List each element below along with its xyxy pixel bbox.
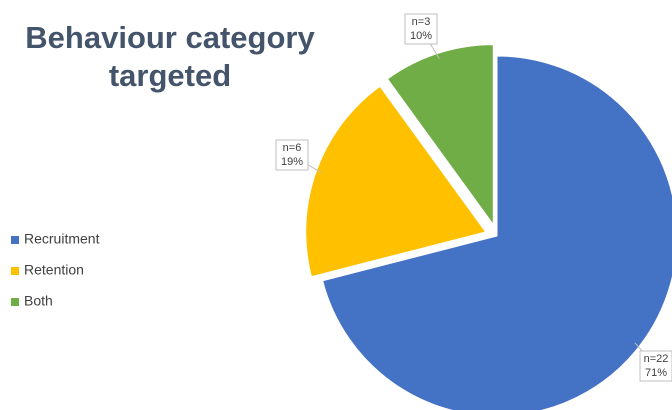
data-label: 71% [645,367,667,379]
chart-title: Behaviour category targeted [25,20,315,93]
legend-label: Retention [24,262,84,278]
data-label: 19% [281,156,303,168]
legend-swatch [11,267,19,275]
data-label-count: n=6 [283,142,302,154]
legend-label: Both [24,293,53,309]
legend-label: Recruitment [24,231,100,247]
label-box [404,13,438,45]
data-label: 10% [410,30,432,42]
title-line: Behaviour category [25,20,315,55]
label-box [275,139,309,171]
legend-swatch [11,236,19,244]
data-label-count: n=22 [644,353,669,365]
pie-slice [305,85,487,278]
pie-slice [386,44,494,227]
title-line: targeted [109,58,231,93]
legend-swatch [11,298,19,306]
label-box [639,350,672,382]
pie-slice [322,55,672,410]
data-label-count: n=3 [412,16,431,28]
